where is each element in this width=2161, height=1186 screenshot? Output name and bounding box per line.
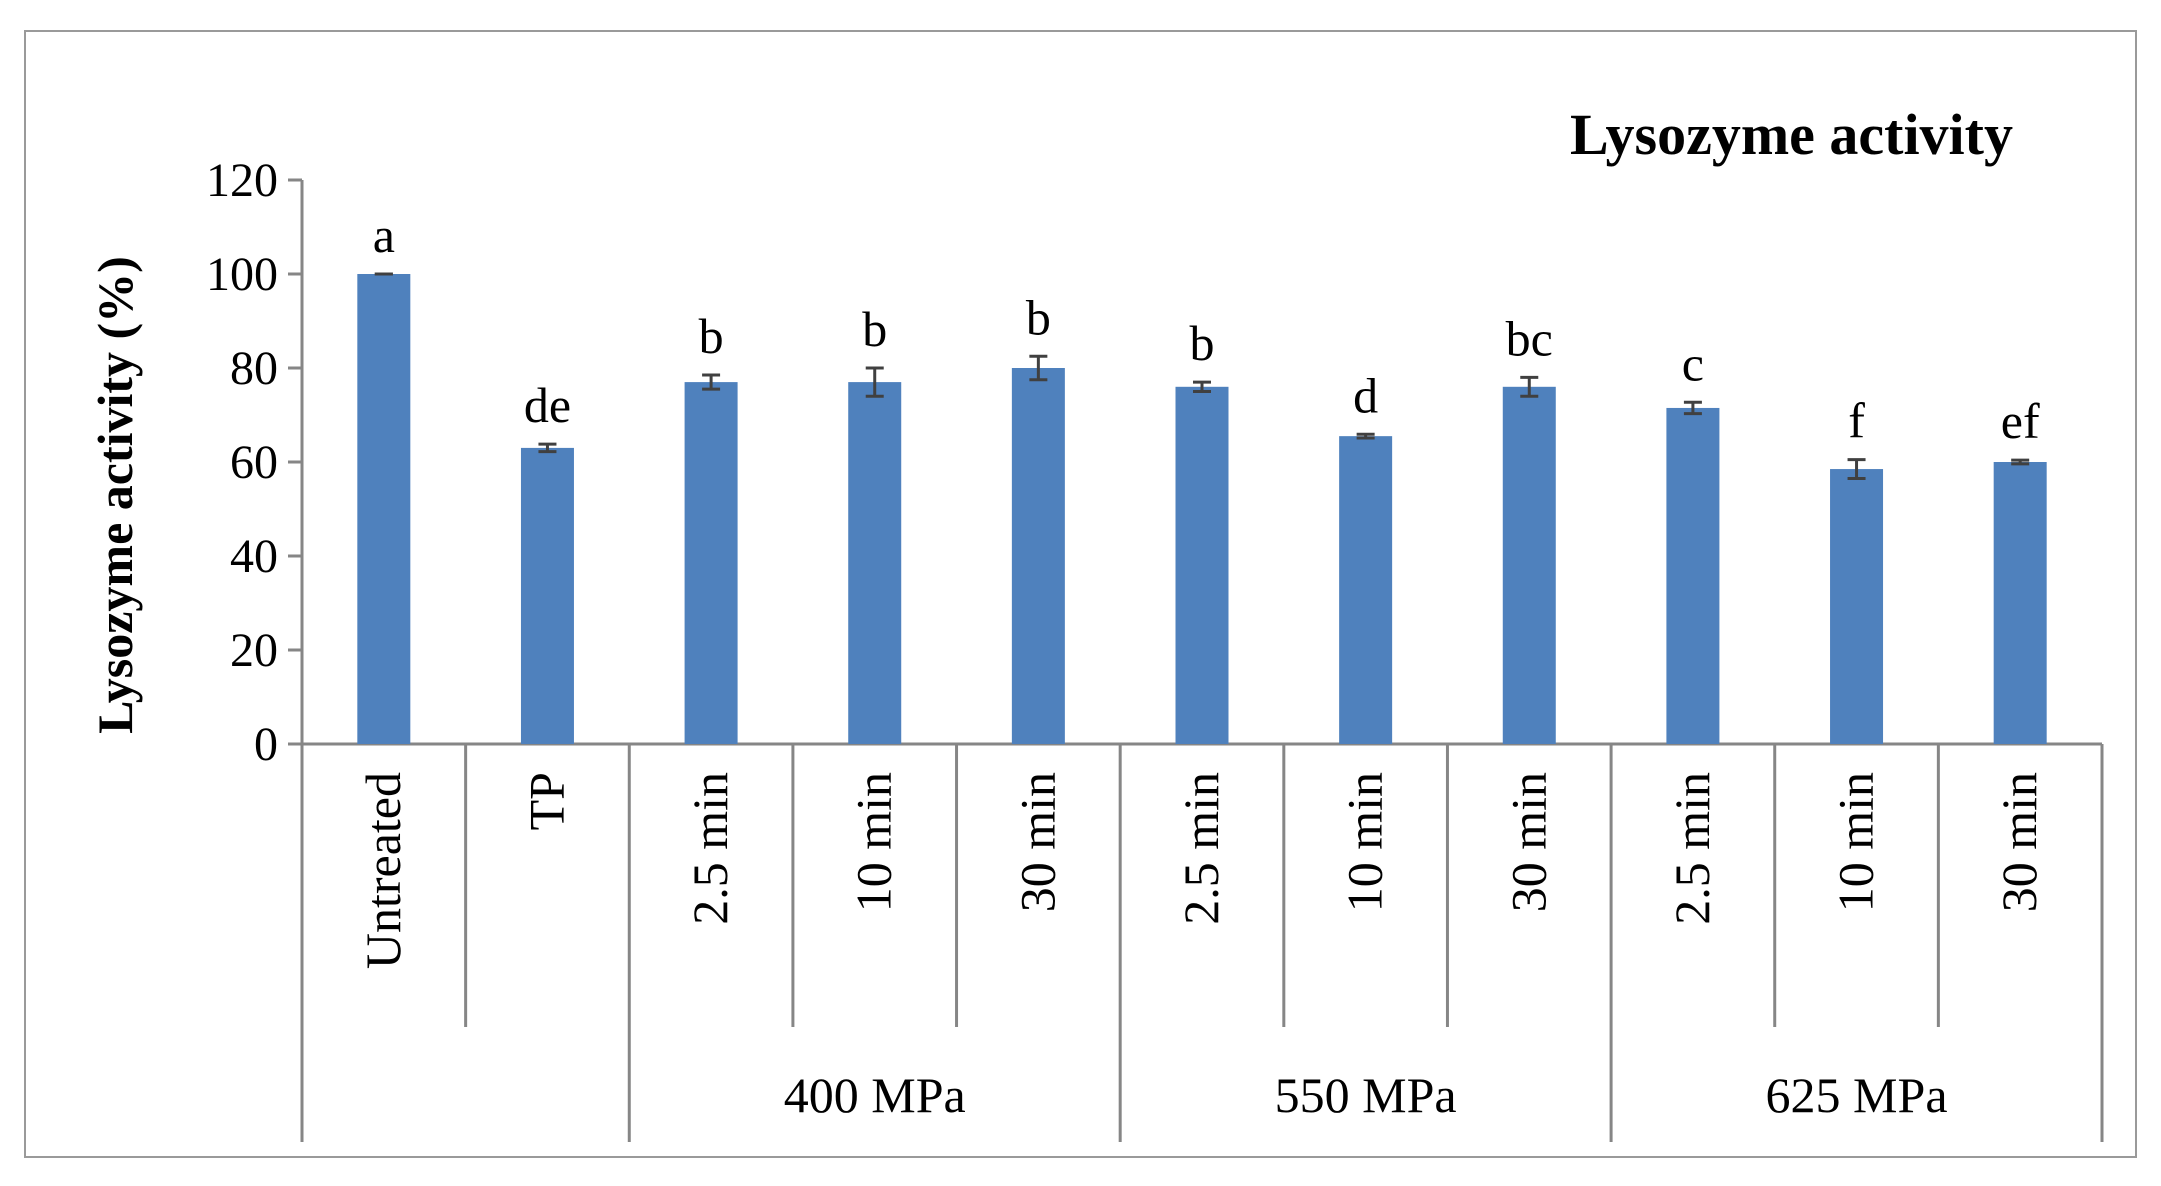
significance-letter: b — [1026, 289, 1051, 345]
y-tick-label: 100 — [206, 248, 278, 301]
x-group-label: 400 MPa — [784, 1067, 966, 1123]
significance-letter: b — [1190, 315, 1215, 371]
significance-letter: b — [699, 308, 724, 364]
bar — [1175, 386, 1229, 744]
y-tick-label: 60 — [230, 436, 278, 489]
y-tick-label: 40 — [230, 530, 278, 583]
x-tick-label: TP — [518, 772, 574, 830]
x-tick-label: Untreated — [355, 772, 411, 969]
bar-chart: Lysozyme activity Lysozyme activity (%) … — [87, 102, 2104, 1142]
y-axis-label: Lysozyme activity (%) — [87, 256, 143, 734]
chart-title: Lysozyme activity — [1570, 102, 2013, 167]
bar — [1011, 368, 1065, 744]
bar — [357, 274, 411, 744]
x-tick-label: 30 min — [1500, 772, 1556, 912]
y-tick-label: 120 — [206, 154, 278, 207]
y-tick-label: 0 — [254, 718, 278, 771]
significance-letter: bc — [1506, 310, 1553, 366]
bar — [848, 382, 902, 744]
x-group-label: 550 MPa — [1275, 1067, 1457, 1123]
bar — [1502, 386, 1556, 744]
y-tick-label: 20 — [230, 624, 278, 677]
x-tick-label: 30 min — [1009, 772, 1065, 912]
significance-letter: a — [373, 207, 395, 263]
significance-letter: ef — [2001, 393, 2040, 449]
bar — [1993, 462, 2047, 744]
significance-letter: de — [524, 377, 571, 433]
x-tick-label: 2.5 min — [1664, 772, 1720, 925]
x-tick-label: 2.5 min — [1173, 772, 1229, 925]
significance-letter: f — [1848, 393, 1865, 449]
plot-area: 0 20 40 60 80 100 120 a Untreated de TP b 2.5 min b 10… — [206, 154, 2104, 1142]
bar — [684, 382, 738, 744]
bar — [1339, 436, 1393, 744]
x-tick-label: 10 min — [846, 772, 902, 912]
chart-frame: Lysozyme activity Lysozyme activity (%) … — [24, 30, 2137, 1158]
bar — [1666, 407, 1720, 744]
x-tick-label: 2.5 min — [682, 772, 738, 925]
y-tick-label: 80 — [230, 342, 278, 395]
x-tick-label: 10 min — [1337, 772, 1393, 912]
significance-letter: d — [1353, 367, 1378, 423]
significance-letter: c — [1682, 335, 1704, 391]
significance-letter: b — [862, 301, 887, 357]
bar — [520, 447, 574, 744]
x-tick-label: 10 min — [1828, 772, 1884, 912]
bar — [1830, 469, 1884, 744]
x-group-label: 625 MPa — [1766, 1067, 1948, 1123]
x-tick-label: 30 min — [1991, 772, 2047, 912]
